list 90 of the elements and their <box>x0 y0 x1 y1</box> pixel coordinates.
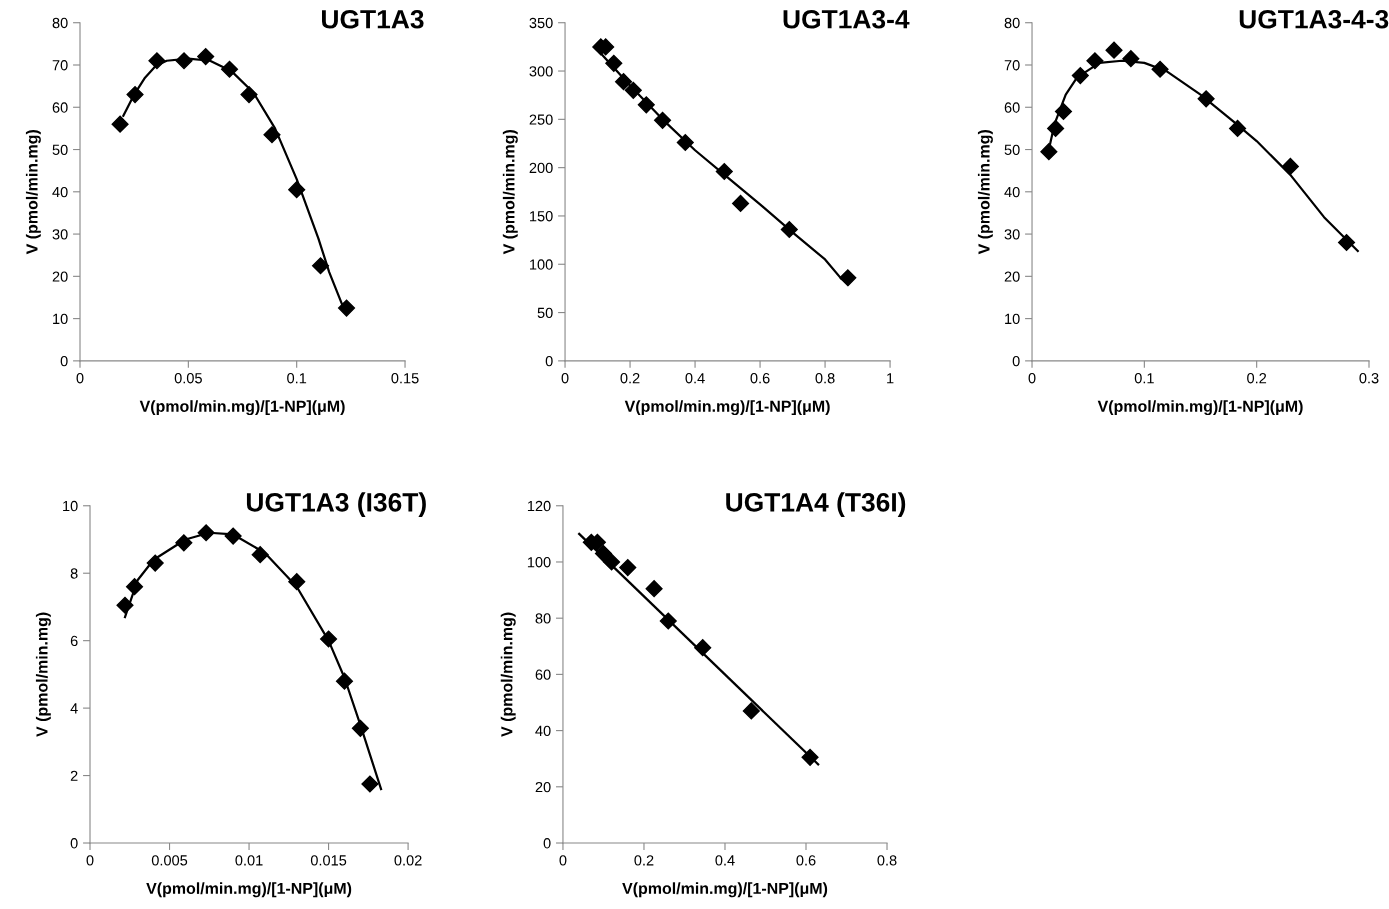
y-axis-title: V (pmol/min.mg) <box>35 612 51 737</box>
y-tick-label: 30 <box>1004 229 1020 240</box>
y-tick-label: 80 <box>535 613 551 624</box>
y-tick-label: 40 <box>1004 186 1020 198</box>
y-tick-label: 80 <box>52 17 68 29</box>
y-tick-label: 200 <box>529 162 553 174</box>
y-tick-label: 10 <box>63 500 78 512</box>
y-tick-label: 100 <box>530 259 553 270</box>
x-tick-label: 0.4 <box>715 855 735 866</box>
chart-title: UGT1A3-4-3 <box>1239 9 1389 29</box>
y-tick-label: 8 <box>70 568 78 579</box>
x-tick-label: 0.8 <box>815 373 835 384</box>
y-axis-title: V (pmol/min.mg) <box>500 612 516 737</box>
x-tick-label: 0 <box>86 855 94 866</box>
x-axis-title: V(pmol/min.mg)/[1-NP](μM) <box>1097 400 1303 416</box>
x-tick-label: 0.02 <box>394 855 422 866</box>
x-tick-label: 0.1 <box>287 373 307 384</box>
y-tick-label: 120 <box>527 500 551 512</box>
y-tick-label: 0 <box>543 838 551 849</box>
y-tick-label: 60 <box>1004 102 1020 113</box>
chart-title: UGT1A3-4 <box>783 9 910 29</box>
y-tick-label: 50 <box>52 144 68 155</box>
point <box>1105 41 1123 59</box>
y-axis-title: V (pmol/min.mg) <box>502 130 518 255</box>
x-tick-label: 0.05 <box>174 373 202 384</box>
y-tick-label: 250 <box>529 114 553 125</box>
point <box>361 775 379 793</box>
point <box>263 126 281 144</box>
x-tick-label: 0.005 <box>151 855 188 866</box>
y-axis-title: V (pmol/min.mg) <box>25 130 41 255</box>
point <box>742 702 760 720</box>
chart-title: UGT1A3 <box>322 9 424 29</box>
chart-title: UGT1A4 (T36I) <box>726 492 906 517</box>
x-tick-label: 0.6 <box>750 373 770 384</box>
y-tick-label: 0 <box>70 838 78 849</box>
y-tick-label: 40 <box>52 186 68 198</box>
y-tick-label: 10 <box>53 313 68 325</box>
y-tick-label: 30 <box>52 229 68 240</box>
x-tick-label: 0 <box>561 373 569 384</box>
y-tick-label: 70 <box>52 60 68 71</box>
y-tick-label: 0 <box>545 355 553 367</box>
y-tick-label: 0 <box>1012 355 1020 367</box>
point <box>619 559 637 577</box>
y-tick-label: 40 <box>535 725 551 737</box>
point <box>645 580 663 598</box>
y-tick-label: 4 <box>70 703 78 714</box>
y-tick-label: 80 <box>1004 17 1020 29</box>
x-tick-label: 0.2 <box>620 373 640 384</box>
x-tick-label: 0 <box>559 855 567 866</box>
y-tick-label: 70 <box>1004 60 1020 71</box>
x-tick-label: 0.015 <box>310 855 347 866</box>
y-tick-label: 6 <box>70 635 78 647</box>
x-tick-label: 0.01 <box>235 855 263 866</box>
y-tick-label: 20 <box>1004 271 1020 282</box>
y-axis-title: V (pmol/min.mg) <box>977 130 993 255</box>
y-tick-label: 60 <box>52 102 68 113</box>
y-tick-label: 10 <box>1005 313 1020 325</box>
x-tick-label: 0.2 <box>1247 373 1267 384</box>
x-tick-label: 0.4 <box>685 373 705 384</box>
y-tick-label: 350 <box>529 17 553 29</box>
x-axis-title: V(pmol/min.mg)/[1-NP](μM) <box>622 882 828 898</box>
y-tick-label: 20 <box>52 271 68 282</box>
point <box>337 299 356 317</box>
y-tick-label: 100 <box>527 557 551 568</box>
point <box>1086 52 1104 70</box>
y-tick-label: 0 <box>60 355 68 367</box>
x-tick-label: 0 <box>1028 373 1036 384</box>
x-tick-label: 0.1 <box>1134 373 1154 384</box>
y-tick-label: 20 <box>535 781 551 793</box>
y-tick-label: 50 <box>1004 144 1020 155</box>
chart-title: UGT1A3 (I36T) <box>246 492 426 517</box>
x-axis-title: V(pmol/min.mg)/[1-NP](μM) <box>139 400 345 416</box>
x-tick-label: 0.15 <box>391 373 419 384</box>
y-tick-label: 60 <box>535 669 551 680</box>
x-tick-label: 0.8 <box>877 855 897 866</box>
point <box>839 269 857 287</box>
x-tick-label: 0.3 <box>1359 373 1379 384</box>
y-tick-label: 50 <box>537 307 553 318</box>
x-axis-title: V(pmol/min.mg)/[1-NP](μM) <box>146 882 352 898</box>
x-axis-title: V(pmol/min.mg)/[1-NP](μM) <box>624 400 830 416</box>
x-tick-label: 0.6 <box>796 855 816 866</box>
point <box>732 194 750 212</box>
y-tick-label: 150 <box>530 211 553 222</box>
y-tick-label: 300 <box>529 66 553 77</box>
x-tick-label: 0.2 <box>634 855 654 866</box>
point <box>311 257 330 275</box>
x-tick-label: 1 <box>887 373 894 384</box>
point <box>111 115 129 133</box>
point <box>1040 143 1058 161</box>
y-tick-label: 2 <box>70 770 78 781</box>
